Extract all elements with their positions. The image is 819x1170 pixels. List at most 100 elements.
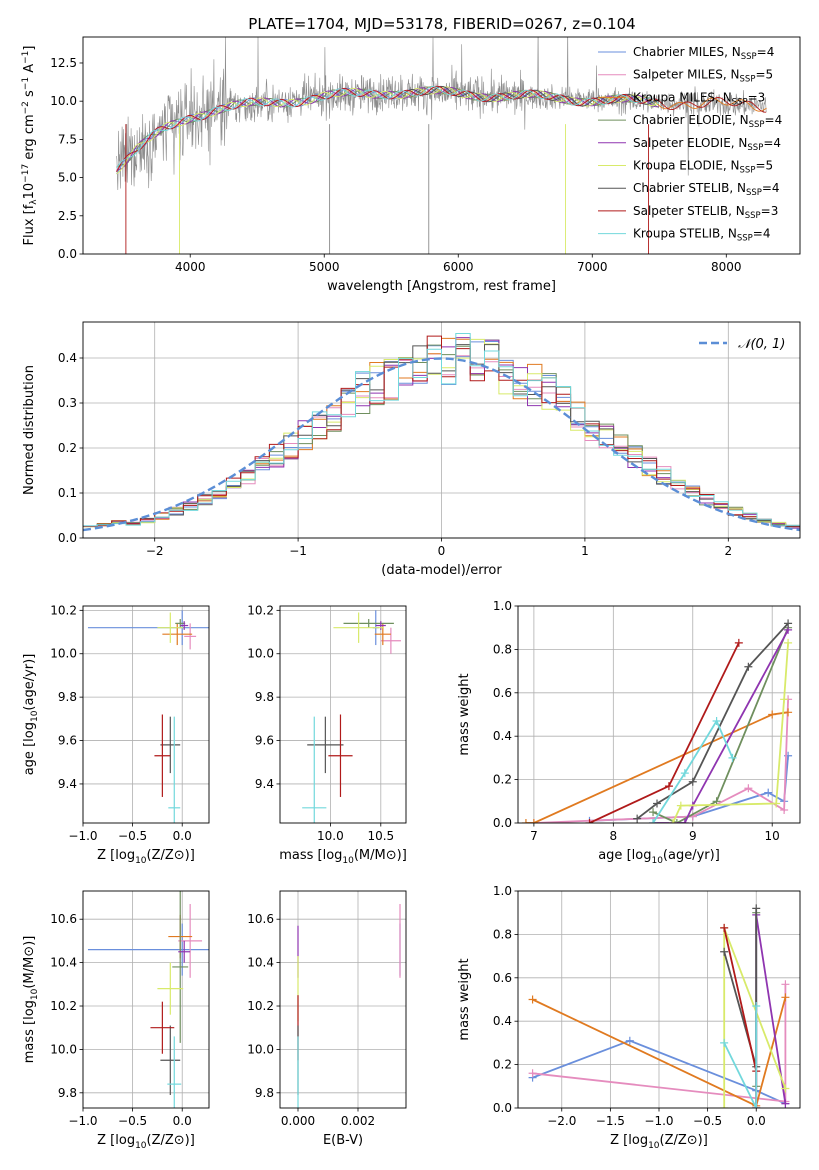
residuals-ylabel: Normed distribution [22, 365, 37, 495]
age-vs-Z-ytick-label: 9.6 [58, 734, 77, 748]
mass-vs-Z-plot-area [87, 891, 209, 1108]
label-part: 10 [651, 856, 663, 866]
error-bar [157, 612, 184, 643]
age-vs-mass-ytick-label: 9.6 [255, 734, 274, 748]
mass-weight-vs-age-ytick-label: 1.0 [493, 599, 512, 613]
series-line [652, 719, 734, 823]
mass-weight-vs-age-ytick-label: 0.2 [493, 773, 512, 787]
label-part: Salpeter STELIB, [633, 204, 736, 218]
model-spectrum-line [116, 85, 659, 169]
label-part: 10 [22, 183, 37, 200]
error-bar [328, 714, 353, 797]
label-part: 10 [30, 988, 40, 1000]
data-point-marker [752, 904, 761, 913]
label-part: N [740, 113, 749, 127]
model-spectrum-line [116, 85, 767, 173]
mass-weight-vs-age-ylabel: mass weight [457, 673, 472, 755]
mass-vs-Z-panel: −1.0 −0.5 0.09.810.010.210.410.6Z [log10(Z… [22, 890, 210, 1151]
label-part: =5 [755, 68, 773, 82]
label-part: N [723, 90, 732, 104]
age-vs-Z-ytick-label: 9.8 [58, 690, 77, 704]
mass-vs-EBV-xtick-label: 0.002 [341, 1114, 375, 1128]
label-part: mass [log [279, 848, 342, 863]
age-vs-mass-grid [280, 606, 406, 823]
data-point-marker [649, 819, 658, 823]
spectrum-ytick-label: 10.0 [50, 94, 77, 108]
label-part: Chabrier ELODIE, [633, 113, 740, 127]
mass-vs-Z-ylabel: mass [log10(M/M⊙)] [22, 936, 40, 1064]
data-point-marker [688, 777, 697, 786]
data-point-marker [720, 1038, 729, 1047]
mass-weight-vs-Z-ytick-label: 0.6 [493, 971, 512, 985]
series-line [723, 1006, 758, 1108]
mass-vs-Z-ytick-label: 9.8 [58, 1086, 77, 1100]
label-part: 10 [648, 1141, 660, 1151]
label-part: N [736, 204, 745, 218]
age-vs-Z-xlabel: Z [log10(Z/Z⊙)] [97, 848, 195, 866]
legend-label: Salpeter MILES, NSSP=5 [633, 68, 773, 85]
label-part: Salpeter MILES, [633, 68, 731, 82]
mass-vs-Z-ytick-label: 10.4 [50, 956, 77, 970]
data-point-marker [521, 819, 530, 823]
mass-weight-vs-Z-frame [517, 890, 801, 1109]
age-vs-mass-ytick-label: 10.2 [247, 603, 274, 617]
legend-label: Salpeter STELIB, NSSP=3 [633, 204, 778, 221]
label-part: =5 [755, 159, 773, 173]
error-bar [175, 619, 186, 628]
label-part: −1 [21, 51, 31, 64]
label-part: Z [log [97, 848, 135, 863]
mass-vs-EBV-ytick-label: 10.2 [247, 999, 274, 1013]
gaussian-legend-label: 𝒩(0, 1) [738, 337, 785, 352]
legend-label: Chabrier STELIB, NSSP=4 [633, 181, 780, 198]
legend-label: Kroupa ELODIE, NSSP=5 [633, 159, 773, 176]
mass-weight-vs-Z-xtick-label: −1.0 [644, 1114, 673, 1128]
data-point-marker [781, 993, 790, 1002]
mass-weight-vs-Z-xtick-label: −2.0 [547, 1114, 576, 1128]
residuals-plot-area [83, 333, 800, 532]
label-part: N [738, 136, 747, 150]
label-part: Z [log [610, 1133, 648, 1148]
data-point-marker [780, 695, 789, 704]
data-point-marker [676, 801, 685, 810]
data-point-marker [752, 1104, 761, 1108]
mass-vs-EBV-plot-area [297, 904, 401, 1108]
label-part: SSP [737, 234, 753, 244]
mass-weight-vs-Z-ytick-label: 0.2 [493, 1058, 512, 1072]
mass-weight-vs-age-frame [517, 605, 801, 824]
data-point-marker [712, 717, 721, 726]
age-vs-Z-ytick-label: 9.4 [58, 777, 77, 791]
mass-weight-vs-Z-ytick-label: 0.4 [493, 1014, 512, 1028]
age-vs-mass-ytick-label: 9.4 [255, 777, 274, 791]
residuals-ytick-label: 0.3 [58, 396, 77, 410]
error-bar [167, 1036, 182, 1108]
error-bar [380, 627, 401, 654]
mass-vs-EBV-ytick-label: 9.8 [255, 1086, 274, 1100]
label-part: SSP [740, 166, 756, 176]
series-line [652, 627, 789, 823]
spectrum-ytick-label: 5.0 [58, 171, 77, 185]
mass-weight-vs-Z-xtick-label: −0.5 [693, 1114, 722, 1128]
data-point-marker [529, 819, 538, 823]
error-bar [374, 623, 391, 646]
label-part: SSP [747, 143, 763, 153]
series-line [653, 629, 789, 823]
data-point-marker [784, 708, 793, 717]
mass-vs-Z-ytick-label: 10.6 [50, 912, 77, 926]
error-bar [160, 1025, 181, 1095]
error-bar [160, 716, 181, 774]
label-part: λ [29, 199, 39, 205]
label-part: Salpeter ELODIE, [633, 136, 738, 150]
spectrum-ylabel: Flux [fλ10−17 erg cm−2 s−1 A−1] [21, 46, 39, 246]
error-bar [333, 612, 384, 643]
residuals-xtick-label: 0 [438, 544, 446, 558]
data-point-marker [728, 753, 737, 762]
label-part: SSP [746, 188, 762, 198]
label-part: N [737, 181, 746, 195]
error-bar [178, 904, 203, 978]
age-vs-mass-panel: 10.0 10.5 9.4 9.6 9.8 10.0 10.2 mass [log10(M/M… [247, 603, 407, 866]
error-bar [184, 623, 197, 650]
age-vs-mass-frame [279, 605, 407, 824]
label-part: ] [22, 46, 37, 51]
label-part: (Z/Z⊙)] [147, 1133, 195, 1148]
age-vs-Z-frame [82, 605, 210, 824]
